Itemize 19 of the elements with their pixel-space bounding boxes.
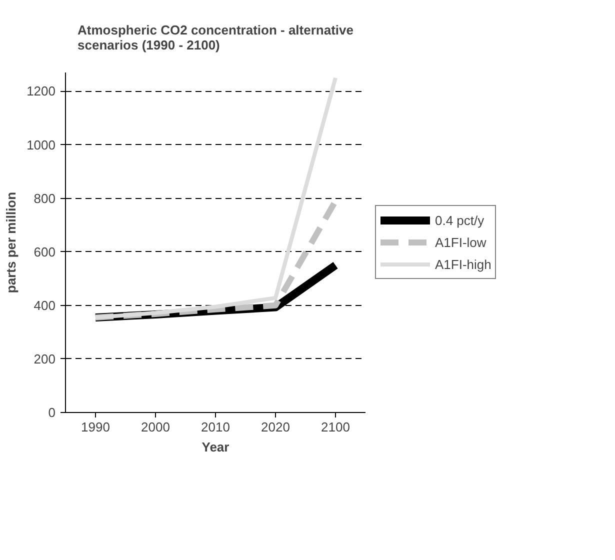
legend-label: 0.4 pct/y [435,212,484,228]
x-tick-label: 2000 [141,420,170,434]
legend-label: A1FI-low [435,234,486,250]
y-tick-label: 600 [34,244,56,260]
x-tick-label: 2020 [261,420,290,434]
x-axis-title: Year [202,440,230,454]
chart-title: Atmospheric CO2 concentration - alternative scenarios (1990 - 2100) [78,22,354,52]
y-tick-label: 1000 [26,137,56,152]
line-series [94,76,338,320]
x-tick-label: 1990 [81,420,110,434]
legend-label: A1FI-high [435,256,492,272]
y-tick-label: 800 [34,190,56,206]
y-tick-label: 1200 [26,84,56,99]
y-tick-label: 200 [34,351,56,366]
x-tick-label: 2010 [201,420,230,434]
y-tick-label: 400 [34,298,56,313]
y-tick-label: 0 [48,405,56,420]
x-tick-label: 2100 [321,420,350,434]
y-axis-title: parts per million [4,192,19,294]
